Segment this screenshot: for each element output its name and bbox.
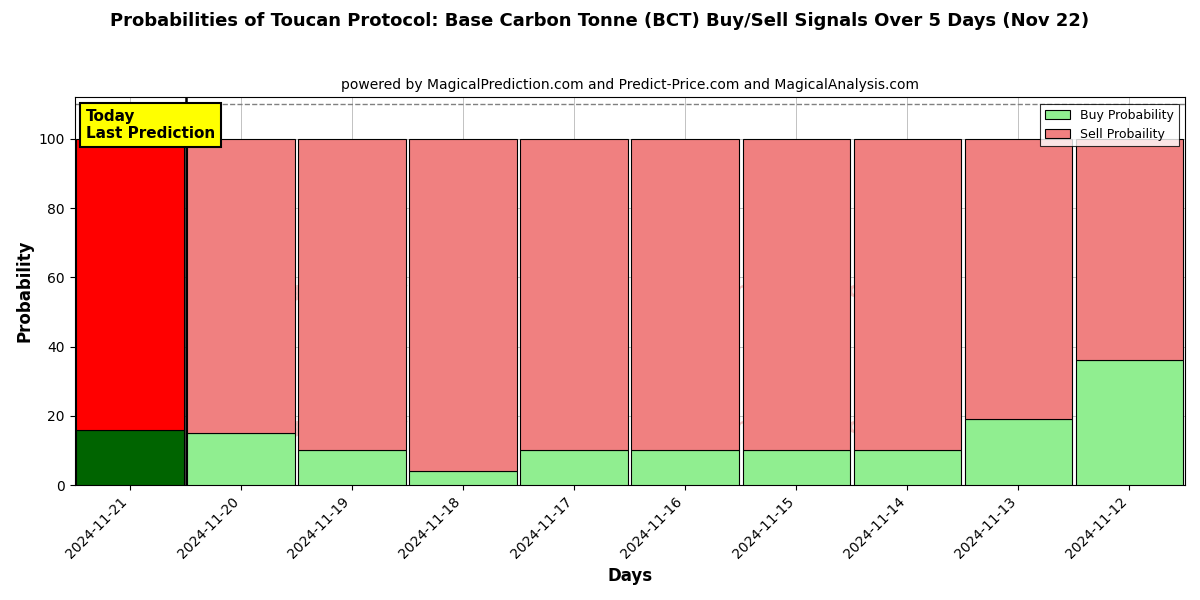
Bar (1075, 361, 1183, 485)
Bar (409, 471, 517, 485)
Title: powered by MagicalPrediction.com and Predict-Price.com and MagicalAnalysis.com: powered by MagicalPrediction.com and Pre… (341, 78, 919, 92)
Bar (965, 139, 1073, 419)
Bar (631, 139, 739, 451)
Bar (299, 451, 406, 485)
Bar (187, 139, 295, 433)
Bar (743, 139, 851, 451)
Bar (743, 451, 851, 485)
Bar (521, 451, 628, 485)
X-axis label: Days: Days (607, 567, 653, 585)
Y-axis label: Probability: Probability (16, 240, 34, 343)
Bar (965, 419, 1073, 485)
Legend: Buy Probability, Sell Probaility: Buy Probability, Sell Probaility (1040, 104, 1178, 146)
Text: MagicalPrediction.com: MagicalPrediction.com (630, 281, 896, 301)
Text: MagicalAnalysis.com: MagicalAnalysis.com (252, 281, 497, 301)
Text: MagicalAnalysis.com: MagicalAnalysis.com (252, 417, 497, 437)
Text: MagicalPrediction.com: MagicalPrediction.com (630, 417, 896, 437)
Bar (409, 139, 517, 471)
Text: Probabilities of Toucan Protocol: Base Carbon Tonne (BCT) Buy/Sell Signals Over : Probabilities of Toucan Protocol: Base C… (110, 12, 1090, 30)
Bar (631, 451, 739, 485)
Bar (299, 139, 406, 451)
Bar (853, 451, 961, 485)
Bar (521, 139, 628, 451)
Bar (77, 430, 184, 485)
Bar (1075, 139, 1183, 361)
Bar (853, 139, 961, 451)
Bar (77, 139, 184, 430)
Bar (187, 433, 295, 485)
Text: Today
Last Prediction: Today Last Prediction (85, 109, 215, 142)
